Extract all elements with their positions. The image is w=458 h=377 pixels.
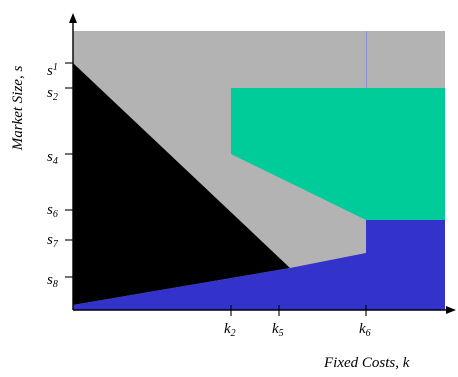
y-tick-marks	[65, 62, 73, 278]
black-region	[73, 63, 290, 305]
x-tick-marks	[230, 305, 367, 316]
y-tick-label-s2: s2	[47, 85, 58, 103]
y-tick-label-s8: s8	[47, 272, 58, 290]
x-tick-label-k5: k5	[272, 321, 284, 339]
y-tick-label-s6: s6	[47, 202, 58, 220]
x-tick-label-k2: k2	[224, 321, 236, 339]
x-tick-labels: k2 k5 k6	[224, 321, 371, 339]
x-tick-label-k6: k6	[359, 321, 371, 339]
blue-region	[73, 220, 445, 310]
y-tick-label-s1: s1	[47, 62, 58, 79]
y-tick-label-s4: s4	[47, 149, 58, 167]
y-axis-arrowhead	[69, 13, 77, 23]
y-tick-label-s7: s7	[47, 232, 59, 250]
y-axis-title: Market Size, s	[10, 66, 26, 152]
y-tick-labels: s1 s2 s4 s6 s7 s8	[47, 62, 59, 290]
x-axis-arrowhead	[446, 306, 456, 314]
teal-region	[231, 88, 445, 220]
x-axis-title: Fixed Costs, k	[323, 355, 410, 371]
